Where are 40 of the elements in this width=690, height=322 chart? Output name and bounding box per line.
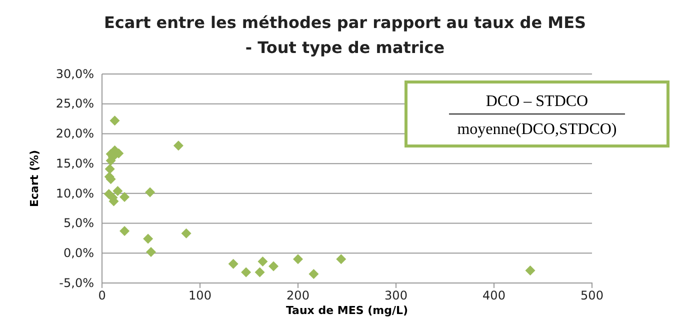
- y-tick-label: 25,0%: [56, 96, 94, 111]
- y-tick-label: 15,0%: [56, 156, 94, 170]
- y-tick-label: 10,0%: [56, 186, 94, 200]
- x-tick-label: 100: [188, 288, 212, 303]
- point: [254, 267, 265, 278]
- point: [293, 254, 303, 264]
- y-tick-label: 5,0%: [64, 216, 94, 230]
- point: [258, 256, 268, 266]
- x-tick-label: 200: [286, 288, 310, 303]
- point: [146, 246, 156, 257]
- point: [525, 265, 536, 276]
- annotation: moyenne(DCO,STDCO): [457, 121, 617, 138]
- formula-box: DCO – STDCO moyenne(DCO,STDCO): [404, 80, 670, 148]
- x-axis-title: Taux de MES (mg/L): [286, 304, 408, 317]
- point: [120, 226, 130, 236]
- x-tick-label: 400: [482, 288, 506, 303]
- point: [104, 164, 115, 174]
- y-tick-label: 20,0%: [56, 126, 94, 141]
- point: [143, 234, 154, 244]
- point: [268, 261, 278, 272]
- point: [173, 140, 184, 151]
- y-tick-label: 0,0%: [64, 246, 94, 260]
- chart-title: Ecart entre les méthodes par rapport au taux de MES: [104, 13, 586, 32]
- y-axis-title: Ecart (%): [28, 150, 41, 208]
- y-tick-label: 30,0%: [56, 66, 94, 81]
- point: [110, 116, 120, 126]
- x-tick-label: 0: [98, 288, 106, 303]
- point: [241, 267, 252, 278]
- point: [228, 258, 238, 269]
- point: [120, 192, 130, 202]
- x-tick-label: 500: [580, 288, 604, 303]
- y-tick-label: -5,0%: [59, 276, 94, 290]
- chart-subtitle: - Tout type de matrice: [245, 38, 445, 57]
- point: [308, 269, 319, 280]
- annotation: DCO – STDCO: [486, 93, 588, 110]
- point: [145, 187, 156, 198]
- point: [181, 228, 192, 238]
- point: [336, 254, 346, 264]
- point: [112, 186, 123, 196]
- x-tick-label: 300: [384, 288, 408, 303]
